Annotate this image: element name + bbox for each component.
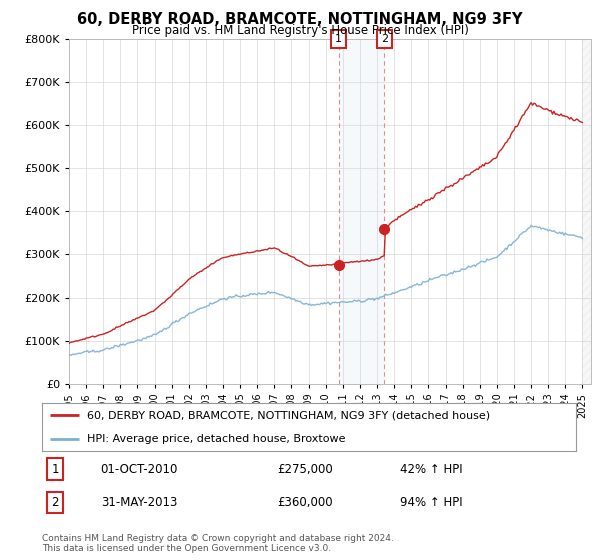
Text: 60, DERBY ROAD, BRAMCOTE, NOTTINGHAM, NG9 3FY: 60, DERBY ROAD, BRAMCOTE, NOTTINGHAM, NG… [77,12,523,27]
Text: £360,000: £360,000 [277,496,332,509]
Text: 1: 1 [52,463,59,475]
Text: 1: 1 [335,34,342,44]
Text: 2: 2 [380,34,388,44]
Bar [338,39,384,384]
Text: 31-MAY-2013: 31-MAY-2013 [101,496,177,509]
Bar [583,39,591,384]
Text: 94% ↑ HPI: 94% ↑ HPI [400,496,463,509]
Text: 60, DERBY ROAD, BRAMCOTE, NOTTINGHAM, NG9 3FY (detached house): 60, DERBY ROAD, BRAMCOTE, NOTTINGHAM, NG… [88,410,491,420]
Text: 42% ↑ HPI: 42% ↑ HPI [400,463,463,475]
Text: Contains HM Land Registry data © Crown copyright and database right 2024.
This d: Contains HM Land Registry data © Crown c… [42,534,394,553]
Text: Price paid vs. HM Land Registry's House Price Index (HPI): Price paid vs. HM Land Registry's House … [131,24,469,37]
Text: HPI: Average price, detached house, Broxtowe: HPI: Average price, detached house, Brox… [88,434,346,444]
Text: 2: 2 [52,496,59,509]
Text: £275,000: £275,000 [277,463,333,475]
Text: 01-OCT-2010: 01-OCT-2010 [101,463,178,475]
